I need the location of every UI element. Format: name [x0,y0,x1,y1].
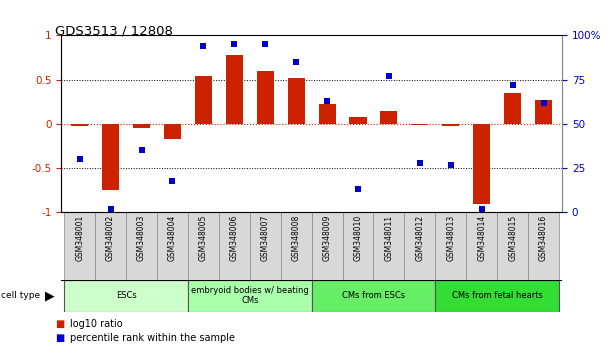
Text: CMs from fetal hearts: CMs from fetal hearts [452,291,543,300]
Point [539,100,549,105]
Point [446,162,456,167]
Text: GSM348004: GSM348004 [168,215,177,261]
Text: GSM348014: GSM348014 [477,215,486,261]
Text: ESCs: ESCs [115,291,136,300]
Point [384,73,394,79]
Bar [219,212,250,280]
Point [322,98,332,104]
Text: GSM348008: GSM348008 [291,215,301,261]
Point [260,41,270,47]
Bar [435,280,559,312]
Point [291,59,301,65]
Bar [133,124,150,128]
Point [137,148,147,153]
Bar [64,212,95,280]
Bar [435,212,466,280]
Point [353,187,363,192]
Bar [312,212,343,280]
Bar [528,212,559,280]
Bar [535,100,552,124]
Text: GSM348010: GSM348010 [354,215,362,261]
Text: cell type: cell type [1,291,40,300]
Point [75,156,84,162]
Text: GSM348011: GSM348011 [384,215,393,261]
Text: GSM348009: GSM348009 [323,215,332,261]
Bar [504,93,521,124]
Bar [349,117,367,124]
Text: GSM348005: GSM348005 [199,215,208,261]
Bar [250,212,280,280]
Text: GSM348002: GSM348002 [106,215,115,261]
Bar [343,212,373,280]
Bar [411,124,428,125]
Point [167,178,177,183]
Point [229,41,239,47]
Text: log10 ratio: log10 ratio [70,319,123,329]
Text: GSM348003: GSM348003 [137,215,146,261]
Bar [373,212,404,280]
Bar [102,124,119,190]
Text: GSM348001: GSM348001 [75,215,84,261]
Bar [404,212,435,280]
Bar [497,212,528,280]
Bar [280,212,312,280]
Text: GSM348012: GSM348012 [415,215,425,261]
Text: CMs from ESCs: CMs from ESCs [342,291,405,300]
Text: GSM348016: GSM348016 [539,215,548,261]
Text: GDS3513 / 12808: GDS3513 / 12808 [55,25,173,38]
Point [199,43,208,49]
Bar [318,104,335,124]
Bar [226,55,243,124]
Text: embryoid bodies w/ beating
CMs: embryoid bodies w/ beating CMs [191,286,309,305]
Bar [188,212,219,280]
Bar [64,280,188,312]
Bar [257,71,274,124]
Bar [188,280,312,312]
Point [508,82,518,88]
Point [415,160,425,166]
Text: GSM348015: GSM348015 [508,215,517,261]
Bar [164,124,181,139]
Text: percentile rank within the sample: percentile rank within the sample [70,333,235,343]
Text: GSM348006: GSM348006 [230,215,239,261]
Text: ■: ■ [55,333,64,343]
Bar [195,76,212,124]
Text: GSM348013: GSM348013 [446,215,455,261]
Point [106,206,115,212]
Text: GSM348007: GSM348007 [261,215,269,261]
Bar [157,212,188,280]
Text: ▶: ▶ [45,289,54,302]
Bar [95,212,126,280]
Bar [288,78,305,124]
Bar [473,124,490,204]
Bar [442,124,459,126]
Text: ■: ■ [55,319,64,329]
Bar [381,110,397,124]
Point [477,206,486,212]
Bar [466,212,497,280]
Bar [126,212,157,280]
Bar [312,280,435,312]
Bar [71,124,88,126]
